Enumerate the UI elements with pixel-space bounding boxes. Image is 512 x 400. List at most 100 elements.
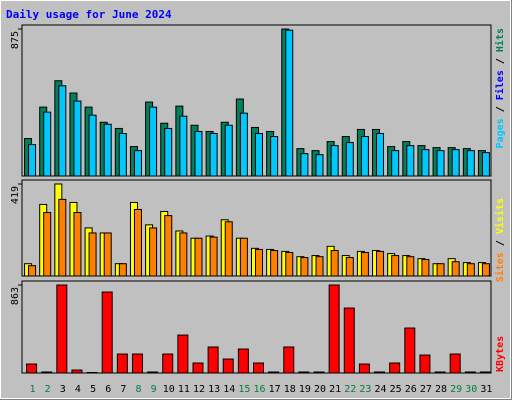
x-tick-label: 14 xyxy=(223,384,235,395)
bar xyxy=(149,227,158,277)
bar xyxy=(406,256,415,277)
x-tick-label: 30 xyxy=(465,384,477,395)
x-tick-label: 8 xyxy=(135,384,141,395)
legend: Pages / Files / Hits xyxy=(494,28,506,148)
bar xyxy=(56,284,68,374)
y-tick-label: 419 xyxy=(10,186,21,204)
bar xyxy=(389,362,401,374)
bar xyxy=(101,291,113,374)
bar xyxy=(270,136,279,177)
bar xyxy=(270,250,279,277)
x-tick-label: 11 xyxy=(178,384,190,395)
bar xyxy=(285,252,294,277)
x-tick-label: 29 xyxy=(450,384,462,395)
bar xyxy=(194,130,203,177)
x-tick-label: 28 xyxy=(435,384,447,395)
bar xyxy=(192,362,204,374)
bar xyxy=(315,256,324,277)
bar xyxy=(345,142,354,177)
bar xyxy=(391,150,400,177)
bar xyxy=(209,132,218,177)
bar xyxy=(376,250,385,277)
bar xyxy=(28,144,37,177)
bar xyxy=(73,212,82,277)
bar xyxy=(118,132,127,177)
bar xyxy=(164,127,173,177)
bar xyxy=(313,371,325,374)
bar xyxy=(73,100,82,177)
legend-entry: Files xyxy=(494,70,506,100)
x-tick-label: 16 xyxy=(253,384,265,395)
bar xyxy=(43,212,52,277)
bar xyxy=(376,132,385,177)
bar xyxy=(298,371,310,374)
bar xyxy=(179,115,188,177)
bar xyxy=(466,150,475,177)
bar xyxy=(224,124,233,177)
bar xyxy=(255,132,263,177)
bar xyxy=(239,112,248,177)
bar xyxy=(71,369,83,374)
x-tick-label: 6 xyxy=(105,384,111,395)
bar xyxy=(239,237,248,277)
bar xyxy=(358,363,370,374)
legend: Sites / Visits xyxy=(494,198,506,282)
bar xyxy=(268,371,280,374)
bar xyxy=(374,371,386,374)
bar xyxy=(194,237,203,277)
bar xyxy=(451,149,460,177)
bar xyxy=(224,221,233,277)
bar xyxy=(207,346,219,374)
bar xyxy=(237,348,249,374)
x-tick-label: 25 xyxy=(390,384,402,395)
chart-title: Daily usage for June 2024 xyxy=(6,8,172,21)
bar xyxy=(421,149,430,177)
legend-entry: Sites xyxy=(494,252,506,282)
bar xyxy=(133,150,142,177)
bar xyxy=(116,353,128,374)
x-tick-label: 18 xyxy=(284,384,296,395)
bar xyxy=(345,257,354,277)
bar xyxy=(343,307,355,374)
x-tick-label: 13 xyxy=(208,384,220,395)
x-tick-label: 3 xyxy=(60,384,66,395)
bar xyxy=(255,248,263,277)
bar xyxy=(131,353,143,374)
legend-entry: / xyxy=(495,100,506,118)
bar xyxy=(177,334,189,374)
bar xyxy=(43,111,52,177)
legend-entry: Pages xyxy=(495,118,506,148)
x-tick-label: 2 xyxy=(45,384,51,395)
bar xyxy=(481,263,490,277)
bar xyxy=(436,263,445,277)
bar xyxy=(404,327,416,374)
bar xyxy=(391,255,400,277)
bar xyxy=(406,145,415,177)
x-tick-label: 4 xyxy=(75,384,81,395)
bar xyxy=(479,371,491,374)
bar xyxy=(434,371,446,374)
bar xyxy=(103,232,112,277)
bar xyxy=(88,114,97,177)
x-tick-label: 12 xyxy=(193,384,205,395)
y-tick-label: 875 xyxy=(10,31,21,49)
bar xyxy=(179,232,188,277)
bar xyxy=(283,346,295,374)
bar xyxy=(330,145,339,177)
bar xyxy=(421,259,430,277)
bar xyxy=(147,371,159,374)
bar xyxy=(436,150,445,177)
legend-entry: Hits xyxy=(494,28,506,52)
bar xyxy=(222,358,234,374)
x-tick-label: 7 xyxy=(120,384,126,395)
y-tick-label: 863 xyxy=(10,287,21,305)
bar xyxy=(300,153,309,177)
bar xyxy=(481,152,490,177)
x-tick-label: 31 xyxy=(480,384,492,395)
bar xyxy=(253,362,264,374)
x-tick-label: 17 xyxy=(269,384,281,395)
x-tick-label: 26 xyxy=(405,384,417,395)
bar xyxy=(86,371,98,374)
legend: KBytes xyxy=(495,336,506,372)
bar xyxy=(164,215,173,277)
